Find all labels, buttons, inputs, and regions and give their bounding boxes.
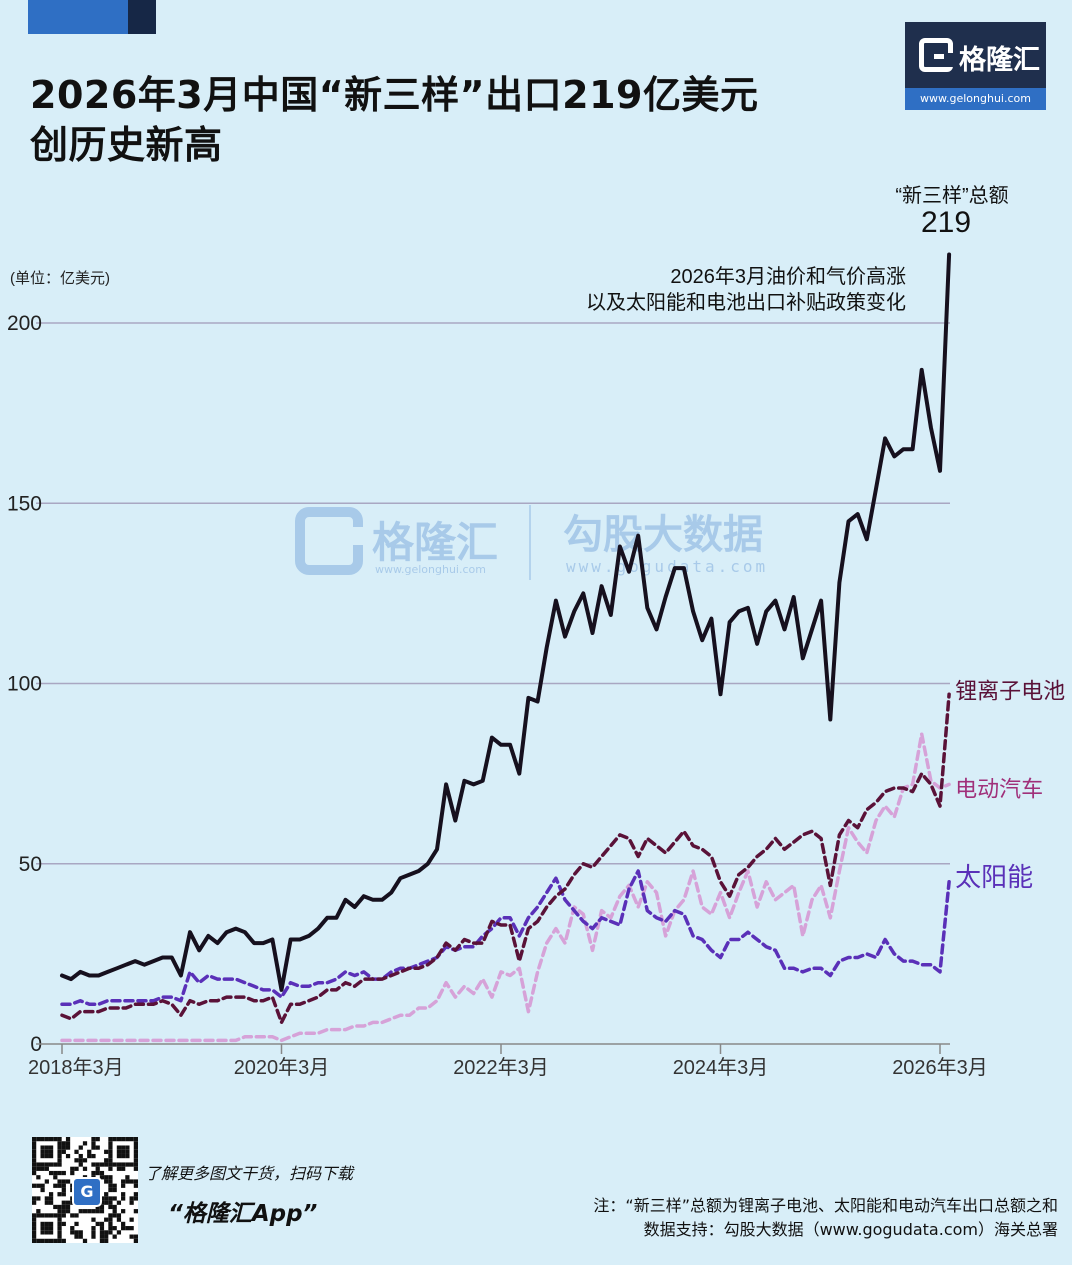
series-label: 锂离子电池	[955, 678, 1065, 703]
footnote: 注：“新三样”总额为锂离子电池、太阳能和电动汽车出口总额之和	[593, 1196, 1058, 1215]
series-line	[60, 869, 951, 1007]
title-line-1: 2026年3月中国“新三样”出口219亿美元	[30, 73, 759, 117]
header-accent-bar	[28, 0, 128, 34]
qr-pattern	[32, 1137, 138, 1243]
unit-label: (单位：亿美元)	[10, 270, 110, 287]
watermark-partner: 勾股大数据	[563, 512, 763, 558]
series-label: 太阳能	[955, 862, 1033, 892]
series-label: 电动汽车	[955, 776, 1043, 801]
watermark-name: 格隆汇	[372, 518, 498, 567]
x-tick-label: 2022年3月	[453, 1056, 549, 1079]
watermark-g-notch	[336, 527, 366, 545]
download-qr-code[interactable]: G	[32, 1137, 138, 1243]
download-prompt: 了解更多图文干货，扫码下载	[145, 1164, 354, 1183]
y-tick-label: 100	[7, 673, 42, 696]
y-tick-label: 200	[7, 312, 42, 335]
total-callout-value: 219	[921, 206, 971, 239]
series-line	[60, 692, 951, 1025]
annotation-line-1: 2026年3月油价和气价高涨	[670, 265, 906, 288]
export-line-chart: 格隆汇 www.gelonghui.com 勾股大数据 www.gogudata…	[7, 184, 1065, 1079]
qr-logo-icon: G	[72, 1177, 102, 1207]
watermark-partner-url: www.gogudata.com	[566, 557, 768, 576]
annotation-line-2: 以及太阳能和电池出口补贴政策变化	[586, 291, 906, 314]
logo-url: www.gelonghui.com	[905, 88, 1046, 110]
x-tick-label: 2026年3月	[892, 1056, 988, 1079]
logo-name: 格隆汇	[959, 45, 1040, 76]
x-tick-label: 2024年3月	[673, 1056, 769, 1079]
header-accent-block	[128, 0, 156, 34]
chart-title: 2026年3月中国“新三样”出口219亿美元 创历史新高	[30, 70, 758, 170]
app-name[interactable]: “格隆汇App”	[168, 1201, 318, 1227]
series-line	[60, 732, 951, 1043]
watermark: 格隆汇 www.gelonghui.com 勾股大数据 www.gogudata…	[295, 505, 768, 580]
x-tick-label: 2018年3月	[28, 1056, 124, 1079]
total-callout-label: “新三样”总额	[895, 184, 1008, 207]
watermark-g-icon	[295, 507, 363, 575]
x-tick-label: 2020年3月	[234, 1056, 330, 1079]
y-tick-label: 150	[7, 492, 42, 515]
y-tick-label: 50	[19, 853, 42, 876]
watermark-url: www.gelonghui.com	[375, 563, 486, 576]
title-line-2: 创历史新高	[30, 123, 223, 167]
data-source: 数据支持：勾股大数据（www.gogudata.com）海关总署	[643, 1220, 1058, 1239]
brand-logo[interactable]: 格隆汇 www.gelonghui.com	[905, 22, 1046, 110]
logo-g-icon	[919, 38, 953, 72]
series-line	[60, 252, 952, 992]
